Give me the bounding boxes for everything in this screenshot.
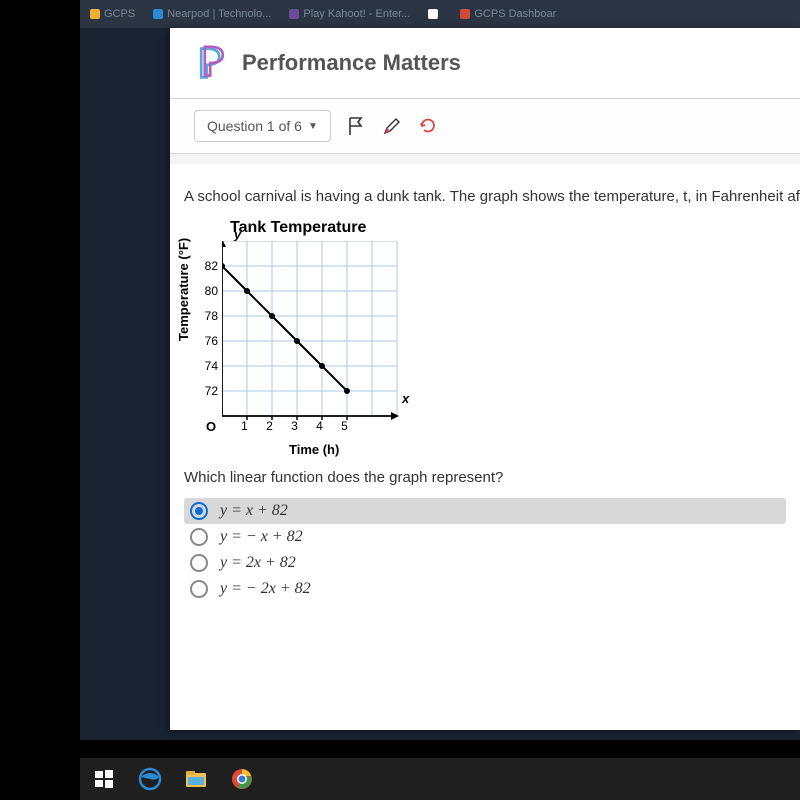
question-selector[interactable]: Question 1 of 6 ▼ bbox=[194, 110, 331, 142]
radio-icon bbox=[190, 580, 208, 598]
bookmark-item[interactable]: Play Kahoot! - Enter... bbox=[289, 8, 410, 20]
radio-icon bbox=[190, 502, 208, 520]
question-selector-label: Question 1 of 6 bbox=[207, 118, 302, 134]
bookmark-item[interactable]: GCPS bbox=[90, 8, 135, 20]
answer-option[interactable]: y = − 2x + 82 bbox=[184, 576, 786, 602]
bookmark-label: Play Kahoot! - Enter... bbox=[303, 8, 410, 20]
taskbar bbox=[80, 758, 800, 800]
follow-up-question: Which linear function does the graph rep… bbox=[170, 469, 800, 486]
option-formula: y = 2x + 82 bbox=[220, 554, 296, 572]
bookmark-label: GCPS Dashboar bbox=[474, 8, 556, 20]
bookmark-favicon-icon bbox=[428, 9, 438, 19]
origin-label: O bbox=[206, 419, 216, 434]
option-formula: y = − 2x + 82 bbox=[220, 580, 311, 598]
y-tick-labels: 828078767472 bbox=[198, 235, 218, 404]
answer-options: y = x + 82 y = − x + 82 y = 2x + 82 y = − 2… bbox=[170, 498, 800, 602]
chrome-icon[interactable] bbox=[228, 765, 256, 793]
app-header: Performance Matters bbox=[170, 28, 800, 99]
y-tick-label: 80 bbox=[198, 279, 218, 304]
bookmark-favicon-icon bbox=[153, 9, 163, 19]
app-window: Performance Matters Question 1 of 6 ▼ A … bbox=[170, 28, 800, 730]
chart-container: y x Temperature (°F) Time (h) O 82807876… bbox=[184, 241, 434, 451]
bookmark-label: Nearpod | Technolo... bbox=[167, 8, 271, 20]
line-chart bbox=[222, 241, 407, 426]
answer-option[interactable]: y = − x + 82 bbox=[184, 524, 786, 550]
bookmark-label: GCPS bbox=[104, 8, 135, 20]
windows-start-icon[interactable] bbox=[90, 765, 118, 793]
app-title: Performance Matters bbox=[242, 50, 461, 76]
y-axis-letter: y bbox=[234, 227, 241, 242]
bookmark-item[interactable]: GCPS Dashboar bbox=[460, 8, 556, 20]
file-explorer-icon[interactable] bbox=[182, 765, 210, 793]
refresh-icon[interactable] bbox=[417, 115, 439, 137]
chart-title: Tank Temperature bbox=[230, 219, 800, 237]
pencil-icon[interactable] bbox=[381, 115, 403, 137]
bookmark-item[interactable] bbox=[428, 9, 442, 19]
answer-option[interactable]: y = x + 82 bbox=[184, 498, 786, 524]
y-tick-label: 76 bbox=[198, 329, 218, 354]
radio-icon bbox=[190, 528, 208, 546]
y-tick-label: 78 bbox=[198, 304, 218, 329]
answer-option[interactable]: y = 2x + 82 bbox=[184, 550, 786, 576]
bookmark-favicon-icon bbox=[90, 9, 100, 19]
bookmark-favicon-icon bbox=[460, 9, 470, 19]
option-formula: y = x + 82 bbox=[220, 502, 288, 520]
chevron-down-icon: ▼ bbox=[308, 121, 318, 132]
toolbar: Question 1 of 6 ▼ bbox=[170, 99, 800, 154]
flag-icon[interactable] bbox=[345, 115, 367, 137]
edge-icon[interactable] bbox=[136, 765, 164, 793]
bookmark-item[interactable]: Nearpod | Technolo... bbox=[153, 8, 271, 20]
option-formula: y = − x + 82 bbox=[220, 528, 303, 546]
bookmark-bar: GCPS Nearpod | Technolo... Play Kahoot! - … bbox=[80, 0, 800, 28]
question-content: A school carnival is having a dunk tank.… bbox=[170, 164, 800, 730]
desktop-area: GCPS Nearpod | Technolo... Play Kahoot! - … bbox=[80, 0, 800, 740]
bookmark-favicon-icon bbox=[289, 9, 299, 19]
question-prompt: A school carnival is having a dunk tank.… bbox=[170, 188, 800, 205]
y-tick-label: 82 bbox=[198, 254, 218, 279]
x-axis-label: Time (h) bbox=[289, 442, 339, 457]
performance-matters-logo-icon bbox=[194, 45, 230, 81]
y-tick-label: 72 bbox=[198, 379, 218, 404]
y-axis-label: Temperature (°F) bbox=[176, 238, 191, 341]
radio-icon bbox=[190, 554, 208, 572]
y-tick-label: 74 bbox=[198, 354, 218, 379]
